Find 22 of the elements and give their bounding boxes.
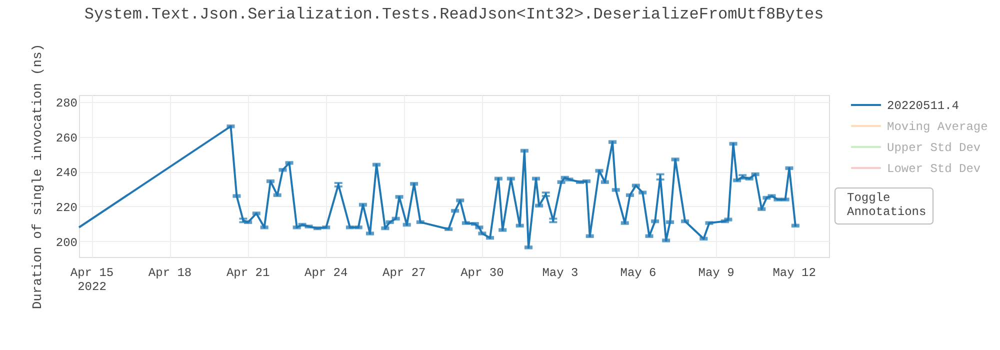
x-tick-label: Apr 24 — [304, 266, 348, 280]
x-tick-label: Apr 18 — [148, 266, 192, 280]
y-tick-label: 260 — [56, 131, 78, 146]
legend-label: Upper Std Dev — [887, 141, 981, 155]
x-tick-label: Apr 27 — [382, 266, 426, 280]
text: Toggle Annotations — [847, 191, 926, 219]
y-axis-title: Duration of single invocation (ns) — [30, 44, 45, 310]
chart-title: System.Text.Json.Serialization.Tests.ReadJson<Int32>.DeserializeFromUtf8Bytes — [84, 5, 824, 24]
x-tick-label: May 6 — [620, 266, 656, 280]
y-tick-label: 240 — [56, 166, 78, 180]
x-tick-label: Apr 30 — [460, 266, 504, 280]
y-tick-label: 220 — [56, 200, 78, 215]
y-tick-label: 200 — [56, 236, 78, 250]
legend-label: Moving Average — [887, 120, 988, 134]
x-tick-label: May 9 — [698, 266, 734, 280]
legend-label: Lower Std Dev — [887, 162, 981, 176]
x-tick-label: May 3 — [542, 266, 578, 280]
x-tick-label: May 12 — [772, 266, 816, 280]
legend-label: 20220511.4 — [887, 99, 960, 113]
x-tick-label: Apr 21 — [226, 266, 270, 280]
x-tick-label: Apr 15 2022 — [70, 266, 114, 294]
y-tick-label: 280 — [56, 96, 78, 110]
